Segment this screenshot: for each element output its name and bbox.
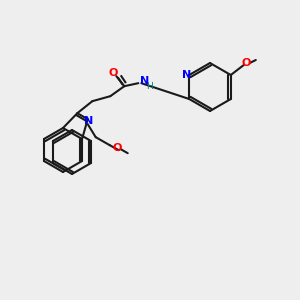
Text: N: N xyxy=(84,116,93,126)
Text: N: N xyxy=(140,76,149,86)
Text: O: O xyxy=(112,143,122,153)
Text: H: H xyxy=(146,82,153,91)
Text: O: O xyxy=(241,58,250,68)
Text: O: O xyxy=(109,68,118,78)
Text: N: N xyxy=(182,70,191,80)
